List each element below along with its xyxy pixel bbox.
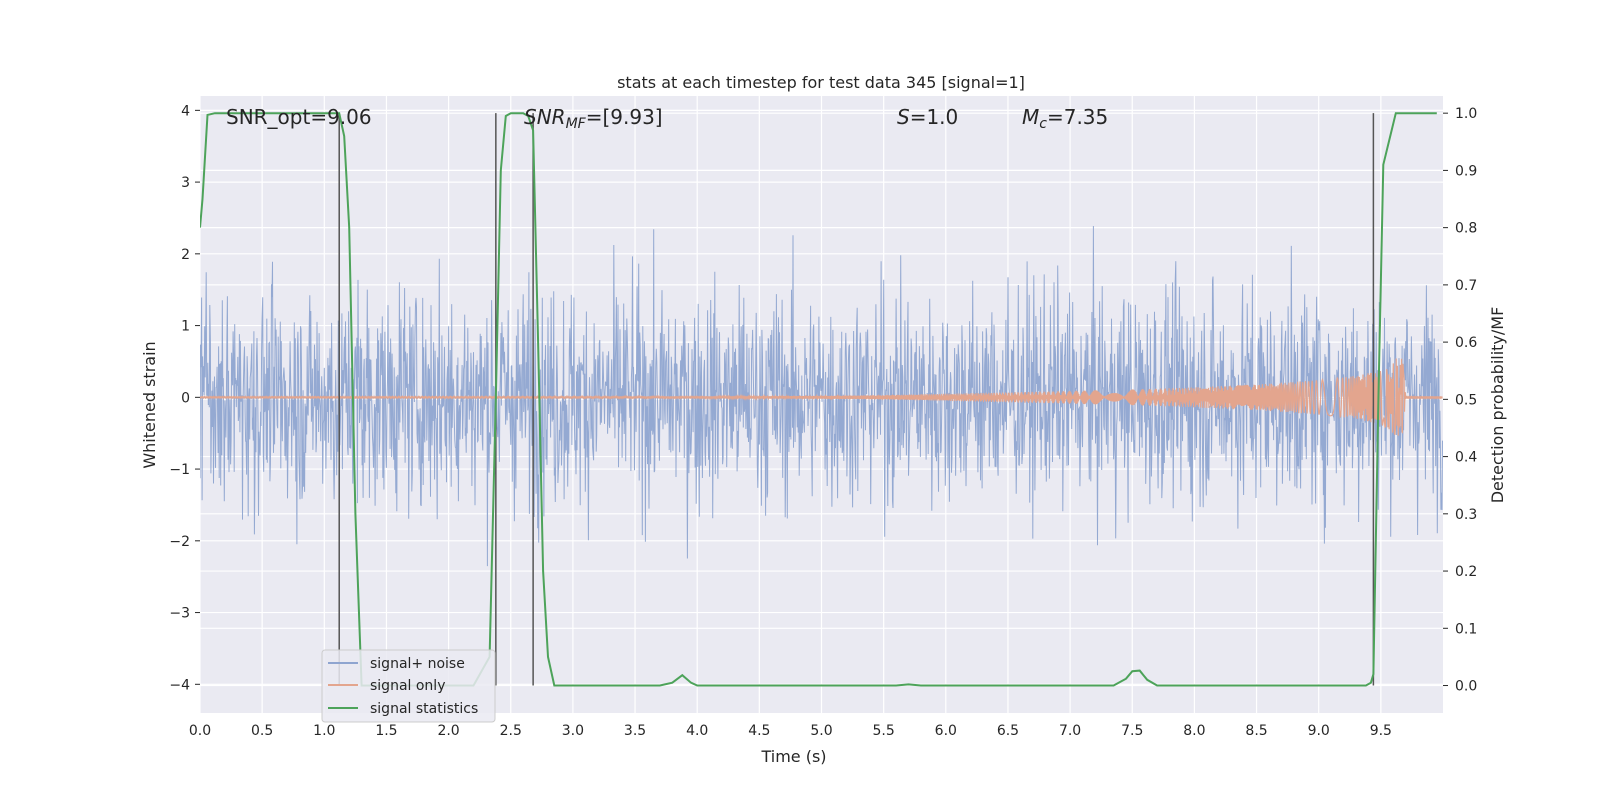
x-tick-label: 2.5 (500, 723, 522, 739)
x-tick-label: 9.5 (1370, 723, 1392, 739)
y2-tick-label: 0.0 (1455, 679, 1477, 695)
y2-tick-label: 1.0 (1455, 106, 1477, 122)
x-tick-label: 1.5 (375, 723, 397, 739)
y-tick-label: −4 (169, 677, 190, 693)
x-tick-label: 8.0 (1183, 723, 1205, 739)
y-axis-ticks: −4 −3 −2 −1 0 1 2 3 4 (169, 103, 200, 693)
mc-value: =7.35 (1047, 105, 1108, 129)
annotation-snr-mf: SNRMF=[9.93] (524, 105, 663, 132)
y2-tick-label: 0.3 (1455, 507, 1477, 523)
y-tick-label: 4 (181, 103, 190, 119)
x-tick-label: 4.0 (686, 723, 708, 739)
x-tick-label: 1.0 (313, 723, 335, 739)
s-value: =1.0 (910, 105, 959, 129)
y2-tick-label: 0.1 (1455, 621, 1477, 637)
legend-label-signal: signal only (370, 678, 445, 694)
snr-mf-symbol: SNR (524, 105, 566, 129)
mc-subscript: c (1039, 116, 1047, 132)
x-tick-label: 6.0 (935, 723, 957, 739)
annotation-mc: Mc=7.35 (1022, 105, 1108, 132)
y2-tick-label: 0.7 (1455, 278, 1477, 294)
x-tick-label: 6.5 (997, 723, 1019, 739)
x-tick-label: 0.5 (251, 723, 273, 739)
y-tick-label: −1 (169, 462, 190, 478)
snr-mf-value: =[9.93] (586, 105, 663, 129)
x-tick-label: 4.5 (748, 723, 770, 739)
legend-box (321, 649, 496, 723)
x-tick-label: 5.5 (873, 723, 895, 739)
x-tick-label: 7.0 (1059, 723, 1081, 739)
signal-only-series (200, 358, 1443, 436)
y-tick-label: −3 (169, 606, 190, 622)
signal-only-trace (200, 358, 1443, 436)
y2-axis-ticks: 0.0 0.1 0.2 0.3 0.4 0.5 0.6 0.7 0.8 0.9 1.0 (1443, 106, 1477, 695)
y-tick-label: 1 (181, 319, 190, 335)
x-tick-label: 9.0 (1308, 723, 1330, 739)
x-axis-ticks: 0.0 0.5 1.0 1.5 2.0 2.5 3.0 3.5 4.0 4.5 5.0 5.5 6.0 6… (189, 723, 1392, 739)
y2-axis-label: Detection probability/MF (1488, 307, 1507, 504)
annotation-snr-opt: SNR_opt=9.06 (226, 105, 372, 129)
x-axis-label: Time (s) (760, 747, 826, 766)
x-tick-label: 2.0 (437, 723, 459, 739)
legend-label-stats: signal statistics (370, 701, 478, 717)
chart-title: stats at each timestep for test data 345… (617, 73, 1025, 92)
mc-symbol: M (1022, 105, 1039, 129)
signal-statistics-series (200, 112, 1437, 687)
y-tick-label: 3 (181, 175, 190, 191)
y2-tick-label: 0.2 (1455, 564, 1477, 580)
x-tick-label: 7.5 (1121, 723, 1143, 739)
y2-tick-label: 0.4 (1455, 450, 1477, 466)
legend: signal+ noise signal only signal statist… (321, 649, 496, 723)
legend-label-noise: signal+ noise (370, 656, 465, 672)
snr-mf-subscript: MF (566, 116, 587, 132)
signal-statistics-line (200, 112, 1437, 687)
y2-tick-label: 0.9 (1455, 163, 1477, 179)
y-tick-label: 0 (181, 390, 190, 406)
y2-tick-label: 0.8 (1455, 221, 1477, 237)
y-tick-label: 2 (181, 247, 190, 263)
y-axis-label: Whitened strain (140, 341, 159, 468)
y2-tick-label: 0.5 (1455, 392, 1477, 408)
annotation-s: S=1.0 (897, 105, 958, 129)
x-tick-label: 8.5 (1245, 723, 1267, 739)
x-tick-label: 3.0 (562, 723, 584, 739)
x-tick-label: 0.0 (189, 723, 211, 739)
s-symbol: S (897, 105, 910, 129)
y-tick-label: −2 (169, 534, 190, 550)
y2-tick-label: 0.6 (1455, 335, 1477, 351)
x-tick-label: 5.0 (810, 723, 832, 739)
x-tick-label: 3.5 (624, 723, 646, 739)
